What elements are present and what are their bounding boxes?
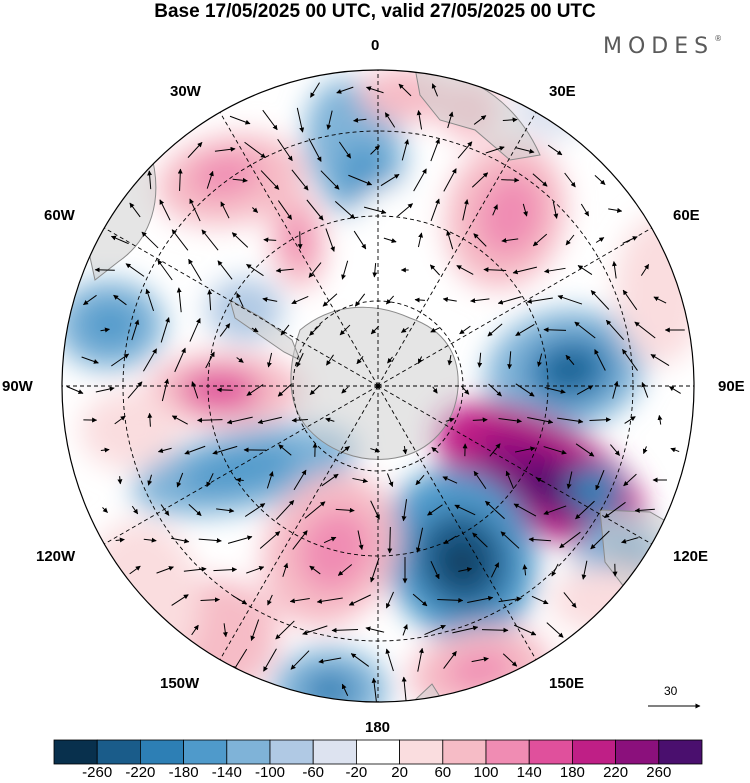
- wind-vectors: [66, 82, 685, 702]
- colorbar-swatch: [312, 739, 357, 765]
- lon-label-180: 180: [365, 719, 391, 736]
- colorbar-tick: -180: [168, 764, 199, 781]
- colorbar-tick: -100: [254, 764, 286, 781]
- colorbar-swatch: [269, 739, 314, 765]
- colorbar-tick: 20: [391, 764, 408, 781]
- lon-label-90w: 90W: [2, 378, 33, 395]
- colorbar-tick: 60: [434, 764, 452, 781]
- lon-label-90e: 90E: [718, 378, 745, 395]
- colorbar-tick: 180: [559, 764, 585, 781]
- colorbar-swatch: [355, 739, 400, 765]
- lon-label-120e: 120E: [673, 548, 709, 565]
- lon-label-30w: 30W: [170, 83, 201, 100]
- colorbar-swatch: [53, 739, 98, 765]
- colorbar: [53, 739, 703, 765]
- colorbar-swatch: [442, 739, 487, 765]
- lon-label-150e: 150E: [549, 675, 585, 692]
- colorbar-swatch: [485, 739, 530, 765]
- colorbar-swatch: [572, 739, 617, 765]
- colorbar-swatch: [139, 739, 184, 765]
- colorbar-tick: 220: [603, 764, 629, 781]
- colorbar-swatch: [226, 739, 271, 765]
- colorbar-tick: -220: [125, 764, 156, 781]
- lon-label-120w: 120W: [36, 548, 76, 565]
- colorbar-tick-labels: -260 -220 -180 -140 -100 -60 -20 20 60 100 140 180 2…: [0, 764, 750, 782]
- lon-label-60w: 60W: [44, 207, 75, 224]
- reference-vector-label: 30: [664, 684, 678, 698]
- colorbar-swatch: [658, 739, 703, 765]
- colorbar-tick: 260: [646, 764, 672, 781]
- colorbar-tick: -260: [82, 764, 113, 781]
- colorbar-swatch: [399, 739, 444, 765]
- map-title: Base 17/05/2025 00 UTC, valid 27/05/2025…: [154, 1, 596, 22]
- lon-label-30e: 30E: [549, 83, 576, 100]
- colorbar-swatch: [96, 739, 141, 765]
- graticule: [62, 70, 694, 702]
- colorbar-swatch: [528, 739, 573, 765]
- colorbar-swatch: [615, 739, 660, 765]
- brand-logo: MODES®: [603, 34, 723, 59]
- colorbar-swatch: [183, 739, 228, 765]
- colorbar-tick: -60: [302, 764, 325, 781]
- lon-label-60e: 60E: [673, 207, 700, 224]
- colorbar-tick: -140: [211, 764, 242, 781]
- colorbar-tick: 140: [516, 764, 542, 781]
- map-border: [61, 69, 695, 703]
- colorbar-tick: -20: [345, 764, 368, 781]
- lon-label-150w: 150W: [160, 675, 200, 692]
- lon-label-0: 0: [371, 37, 380, 54]
- colorbar-tick: 100: [473, 764, 499, 781]
